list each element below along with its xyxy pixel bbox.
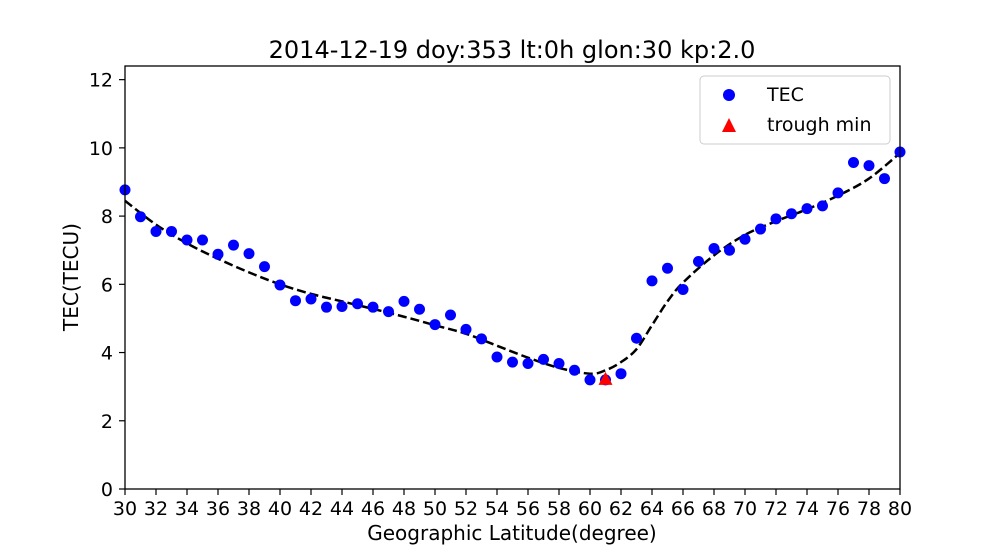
y-tick-label: 0: [101, 479, 113, 501]
tec-point: [693, 255, 704, 267]
tec-point: [228, 239, 239, 251]
tec-point: [708, 243, 720, 255]
tec-point: [383, 306, 394, 318]
y-tick-label: 2: [101, 411, 113, 433]
tec-point: [538, 353, 549, 365]
tec-point: [150, 225, 162, 237]
tec-point: [336, 300, 348, 312]
tec-point: [181, 234, 193, 246]
y-tick-label: 6: [101, 274, 113, 296]
x-tick-label: 42: [299, 498, 323, 520]
tec-point: [445, 309, 456, 321]
tec-point: [290, 295, 301, 307]
x-tick-label: 34: [175, 498, 199, 520]
tec-point: [770, 213, 782, 225]
tec-point: [166, 225, 177, 237]
tec-point: [352, 298, 363, 310]
legend-tec-label: TEC: [766, 84, 804, 106]
tec-point: [414, 303, 425, 315]
y-tick-label: 12: [89, 70, 113, 92]
x-tick-label: 38: [237, 498, 261, 520]
x-tick-label: 36: [206, 498, 230, 520]
x-tick-label: 30: [113, 498, 137, 520]
tec-point: [569, 364, 580, 376]
x-tick-label: 54: [485, 498, 509, 520]
chart-title: 2014-12-19 doy:353 lt:0h glon:30 kp:2.0: [269, 36, 756, 64]
tec-point: [259, 261, 270, 273]
x-tick-label: 66: [671, 498, 695, 520]
x-axis-ticks: 30 32 34 36 38 40 42 44 46 48 50 52 54 56 58 60 62 64 66 68…: [113, 489, 912, 520]
tec-point: [135, 211, 146, 223]
tec-point: [367, 301, 379, 313]
x-tick-label: 60: [578, 498, 602, 520]
tec-point: [491, 351, 503, 363]
x-tick-label: 64: [640, 498, 664, 520]
y-axis-ticks: 0 2 4 6 8 10 12: [89, 70, 125, 501]
tec-point: [460, 323, 472, 335]
tec-point: [305, 293, 317, 305]
tec-point: [848, 157, 859, 169]
tec-point: [212, 248, 224, 260]
x-tick-label: 46: [361, 498, 385, 520]
tec-points-layer: [119, 146, 906, 386]
tec-point: [677, 283, 689, 295]
tec-point: [662, 262, 673, 274]
y-tick-label: 4: [101, 343, 113, 365]
x-tick-label: 48: [392, 498, 416, 520]
tec-point: [646, 275, 658, 287]
tec-point: [522, 357, 534, 369]
x-tick-label: 62: [609, 498, 633, 520]
x-tick-label: 44: [330, 498, 354, 520]
x-tick-label: 40: [268, 498, 292, 520]
tec-point: [801, 203, 813, 215]
x-tick-label: 70: [733, 498, 757, 520]
tec-point: [863, 160, 875, 172]
legend-trough-label: trough min: [767, 114, 871, 136]
x-tick-label: 52: [454, 498, 478, 520]
tec-point: [243, 248, 255, 260]
trough-min-point: [598, 371, 613, 385]
x-tick-label: 32: [144, 498, 168, 520]
x-tick-label: 56: [516, 498, 540, 520]
x-tick-label: 76: [826, 498, 850, 520]
tec-point: [398, 295, 410, 307]
tec-point: [274, 279, 286, 291]
fit-curve-layer: [124, 152, 901, 375]
tec-point: [724, 244, 735, 256]
tec-point: [321, 301, 332, 313]
tec-point: [429, 319, 441, 331]
tec-point: [879, 173, 890, 185]
tec-point: [197, 234, 208, 246]
tec-point: [615, 368, 627, 380]
fit-curve-line: [124, 152, 901, 375]
plot-frame: [124, 65, 901, 490]
tec-point: [584, 374, 596, 386]
x-tick-label: 74: [795, 498, 819, 520]
x-tick-label: 78: [857, 498, 881, 520]
tec-point: [817, 200, 828, 212]
tec-point: [755, 223, 766, 235]
x-axis-label: Geographic Latitude(degree): [367, 521, 657, 545]
tec-point: [553, 357, 565, 369]
y-axis-label: TEC(TECU): [59, 223, 83, 332]
tec-point: [631, 332, 642, 344]
legend-trough-marker: [722, 118, 736, 132]
trough-min-layer: [598, 371, 613, 385]
tec-point: [739, 233, 751, 245]
x-tick-label: 72: [764, 498, 788, 520]
legend-tec-marker: [723, 89, 735, 101]
y-tick-label: 10: [89, 138, 113, 160]
x-tick-label: 50: [423, 498, 447, 520]
legend-box: [699, 75, 891, 145]
tec-point: [507, 356, 518, 368]
x-tick-label: 58: [547, 498, 571, 520]
legend: TEC trough min: [699, 75, 891, 145]
x-tick-label: 80: [888, 498, 912, 520]
y-tick-label: 8: [101, 206, 113, 228]
tec-point: [476, 333, 487, 345]
tec-point: [832, 187, 844, 199]
x-tick-label: 68: [702, 498, 726, 520]
tec-point: [786, 208, 797, 220]
